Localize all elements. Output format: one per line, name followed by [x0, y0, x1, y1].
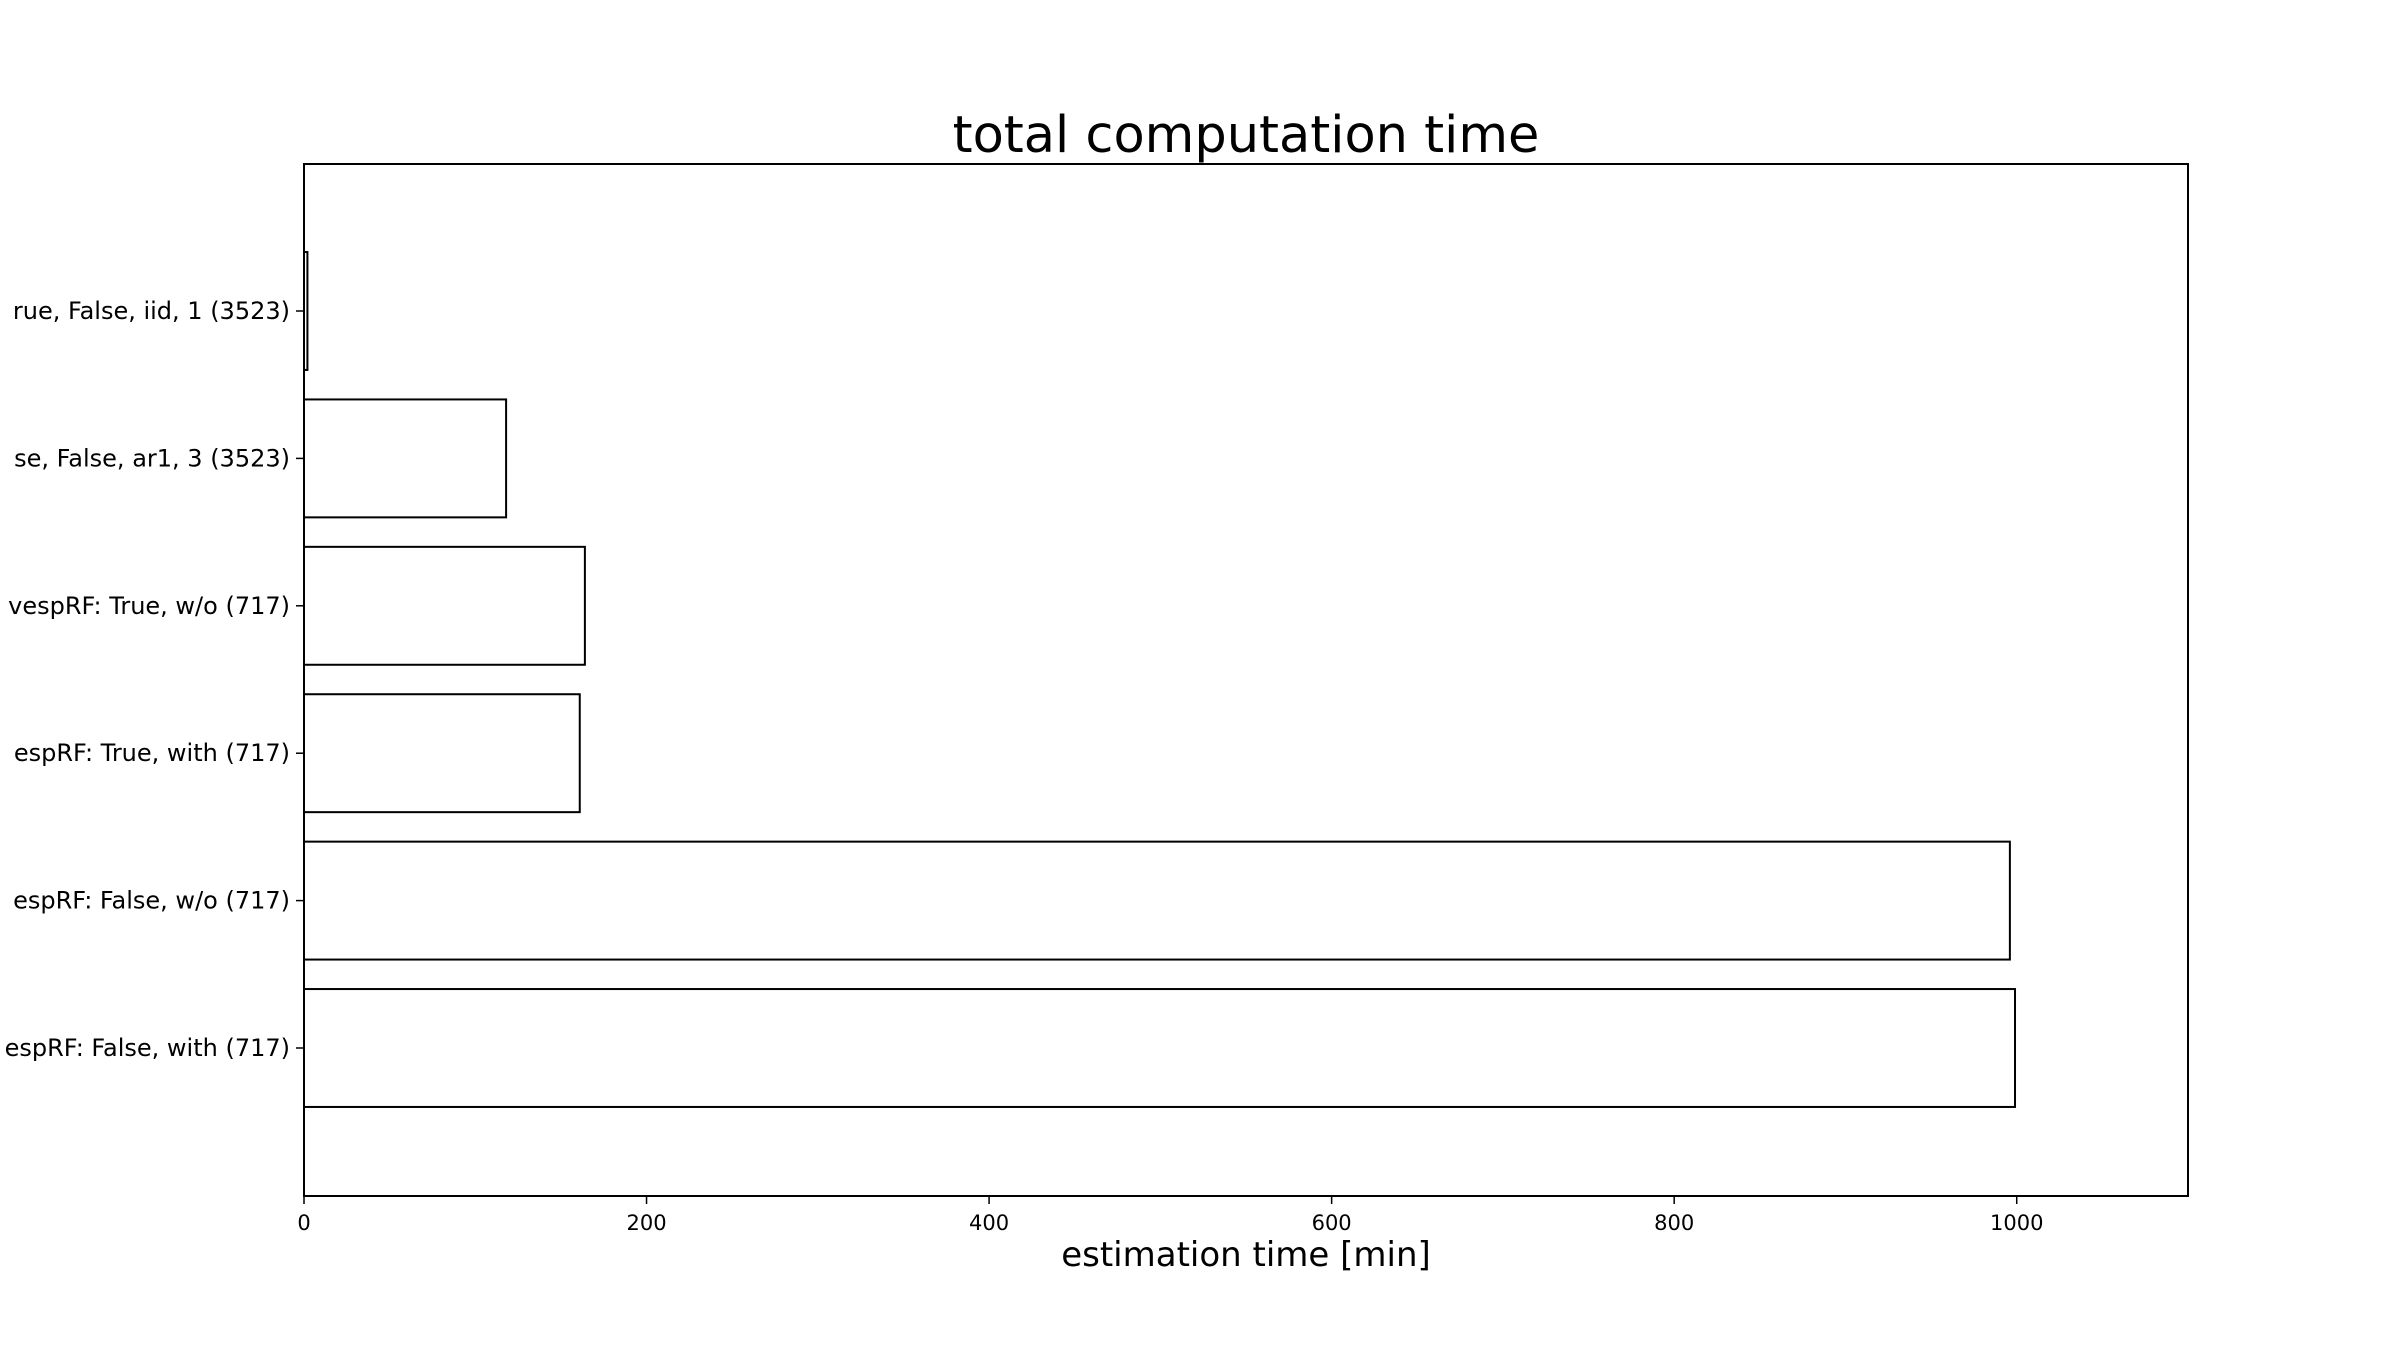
x-axis-label: estimation time [min]	[1061, 1235, 1431, 1275]
x-tick-label: 400	[969, 1211, 1009, 1235]
bar	[303, 988, 2017, 1108]
bar	[303, 545, 586, 666]
bar	[303, 398, 508, 519]
plot-frame	[303, 163, 2189, 1197]
bars-group	[303, 251, 2017, 1108]
x-tick-label: 600	[1312, 1211, 1352, 1235]
x-tick-label: 200	[626, 1211, 666, 1235]
x-tick-label: 1000	[1990, 1211, 2043, 1235]
x-tick-label: 0	[297, 1211, 310, 1235]
y-tick-label: espRF: False, with (717)	[5, 1034, 290, 1062]
y-tick-label: espRF: True, with (717)	[14, 739, 290, 767]
y-axis-ticks: rue, False, iid, 1 (3523) se, False, ar1,…	[5, 297, 304, 1062]
bar	[303, 693, 581, 814]
x-axis-ticks: 0 200 400 600 800 1000	[297, 1196, 2043, 1235]
x-tick-label: 800	[1654, 1211, 1694, 1235]
y-tick-label: rue, False, iid, 1 (3523)	[13, 297, 290, 325]
bar	[303, 840, 2011, 961]
y-tick-label: vespRF: True, w/o (717)	[8, 592, 290, 620]
chart-title: total computation time	[953, 106, 1540, 165]
y-tick-label: espRF: False, w/o (717)	[13, 887, 290, 915]
y-tick-label: se, False, ar1, 3 (3523)	[14, 444, 290, 472]
